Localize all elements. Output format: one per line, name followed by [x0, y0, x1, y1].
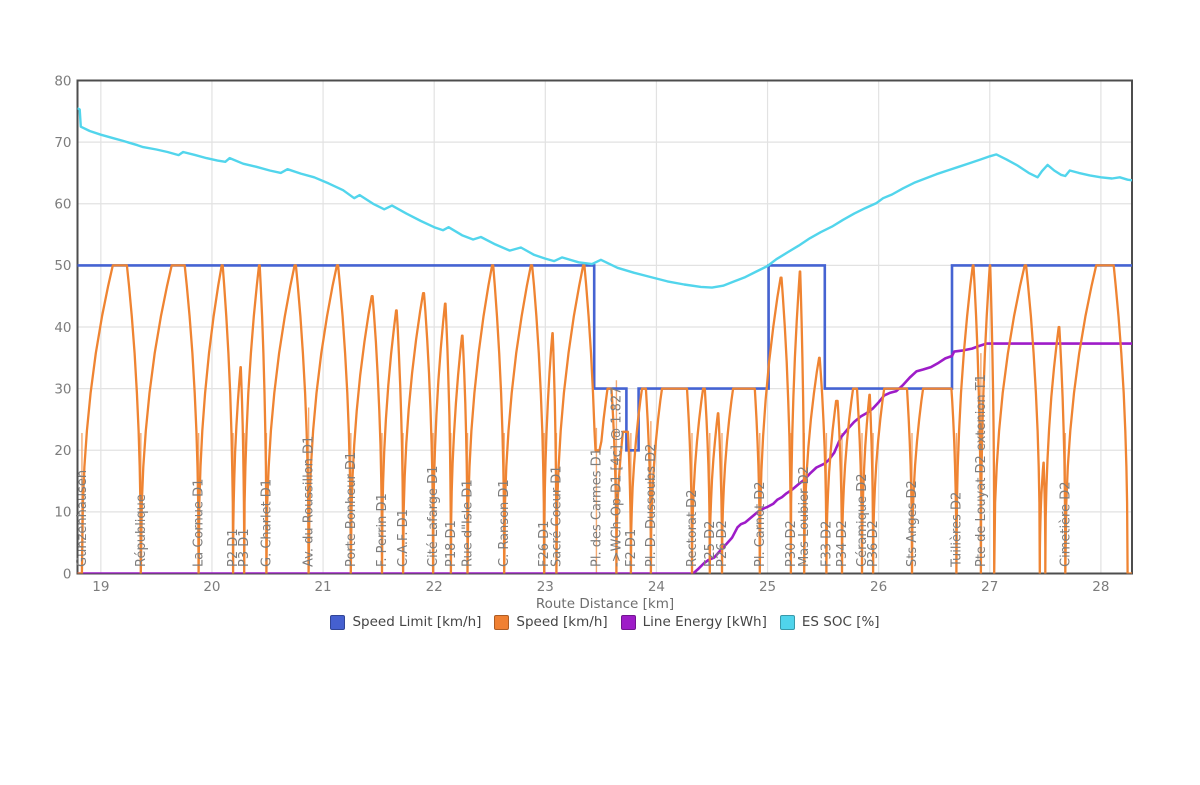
station-label: P2 D1 [226, 528, 241, 567]
y-tick-label: 20 [54, 443, 71, 459]
station-label: Pl. des Carmes D1 [589, 448, 604, 567]
station-label: F. Perrin D1 [375, 493, 390, 567]
speed-line [77, 264, 1132, 574]
x-tick-label: 26 [870, 579, 887, 595]
station-label: Cité Lafarge D1 [426, 466, 441, 567]
station-label: Céramique D2 [855, 473, 870, 567]
x-tick-label: 21 [314, 579, 331, 595]
x-tick-label: 22 [426, 579, 443, 595]
legend-label: Speed Limit [km/h] [352, 614, 482, 630]
station-label: Cimetière D2 [1058, 481, 1073, 567]
station-label: P3 D1 [237, 528, 252, 567]
legend-item[interactable]: Speed Limit [km/h] [330, 614, 481, 630]
station-label: G. Charlet D1 [259, 479, 274, 567]
station-label: La Cornue D1 [192, 479, 207, 567]
x-axis-title: Route Distance [km] [535, 596, 675, 612]
legend-item[interactable]: Line Energy [kWh] [620, 614, 767, 630]
station-label: C. Ranson D1 [497, 479, 512, 567]
station-label: C.A.F. D1 [396, 509, 411, 567]
station-label: République [134, 494, 149, 567]
chart-legend: Speed Limit [km/h] Speed [km/h] Line Energ… [0, 614, 1200, 630]
x-tick-label: 19 [92, 579, 109, 595]
y-tick-label: 0 [63, 566, 72, 582]
station-label: F33 D2 [819, 521, 834, 567]
y-tick-label: 40 [54, 320, 71, 336]
y-tick-label: 30 [54, 381, 71, 397]
legend-item[interactable]: ES SOC [%] [779, 614, 880, 630]
station-labels: Gunzenhausen République La Cornue D1 P2 D1P… [75, 374, 1073, 568]
station-label: F2 D1 [624, 529, 639, 567]
legend-label: Speed [km/h] [516, 614, 608, 630]
station-label: Rectorat D2 [685, 490, 700, 567]
station-label: Pl. D. Dussoubs D2 [644, 444, 659, 567]
x-tick-label: 20 [203, 579, 220, 595]
legend-swatch [330, 614, 346, 630]
x-tick-label: 27 [981, 579, 998, 595]
station-label: F26 D1 [537, 521, 552, 567]
legend-swatch [494, 614, 510, 630]
station-label: Sts Anges D2 [905, 480, 920, 567]
y-tick-label: 50 [54, 258, 71, 274]
station-label: Gunzenhausen [75, 470, 90, 567]
station-label: Mas Loubier D2 [797, 466, 812, 567]
legend-label: ES SOC [%] [801, 614, 880, 630]
legend-label: Line Energy [kWh] [642, 614, 767, 630]
es-soc-line [77, 107, 1132, 289]
x-tick-label: 24 [648, 579, 665, 595]
station-label: Porte Bonheur D1 [344, 452, 359, 567]
legend-item[interactable]: Speed [km/h] [494, 614, 608, 630]
y-tick-label: 60 [54, 197, 71, 213]
station-label: Pl. Carnot D2 [753, 481, 768, 567]
station-label: P30 D2 [784, 520, 799, 567]
series-lines [77, 107, 1132, 574]
x-tick-label: 28 [1092, 579, 1109, 595]
station-label: P34 D2 [835, 520, 850, 567]
y-tick-label: 80 [54, 73, 71, 89]
station-label: ->WCh-Op-D1 [4c] @ 1.827 [609, 387, 624, 567]
x-tick-label: 23 [537, 579, 554, 595]
station-label: P26 D2 [715, 520, 730, 567]
y-tick-label: 70 [54, 135, 71, 151]
station-label: Sacré Coeur D1 [549, 465, 564, 567]
station-label: Rue d"Isle D1 [461, 479, 476, 567]
station-label: Tuilières D2 [949, 492, 964, 568]
axis-tick-labels: 19 20 21 22 23 24 25 26 27 28 0 10 20 30 40 50 60 70 80 [54, 73, 1109, 595]
station-label: Pte de Louyat D2 extenion T1 [974, 374, 989, 567]
station-label: F25 D2 [703, 521, 718, 567]
line-energy-line [77, 342, 1132, 574]
station-label: Av. du Roussillon D1 [302, 436, 317, 567]
y-tick-label: 10 [54, 505, 71, 521]
station-label: P18 D1 [444, 520, 459, 567]
legend-swatch [620, 614, 636, 630]
legend-swatch [779, 614, 795, 630]
station-label: P36 D2 [866, 520, 881, 567]
x-tick-label: 25 [759, 579, 776, 595]
